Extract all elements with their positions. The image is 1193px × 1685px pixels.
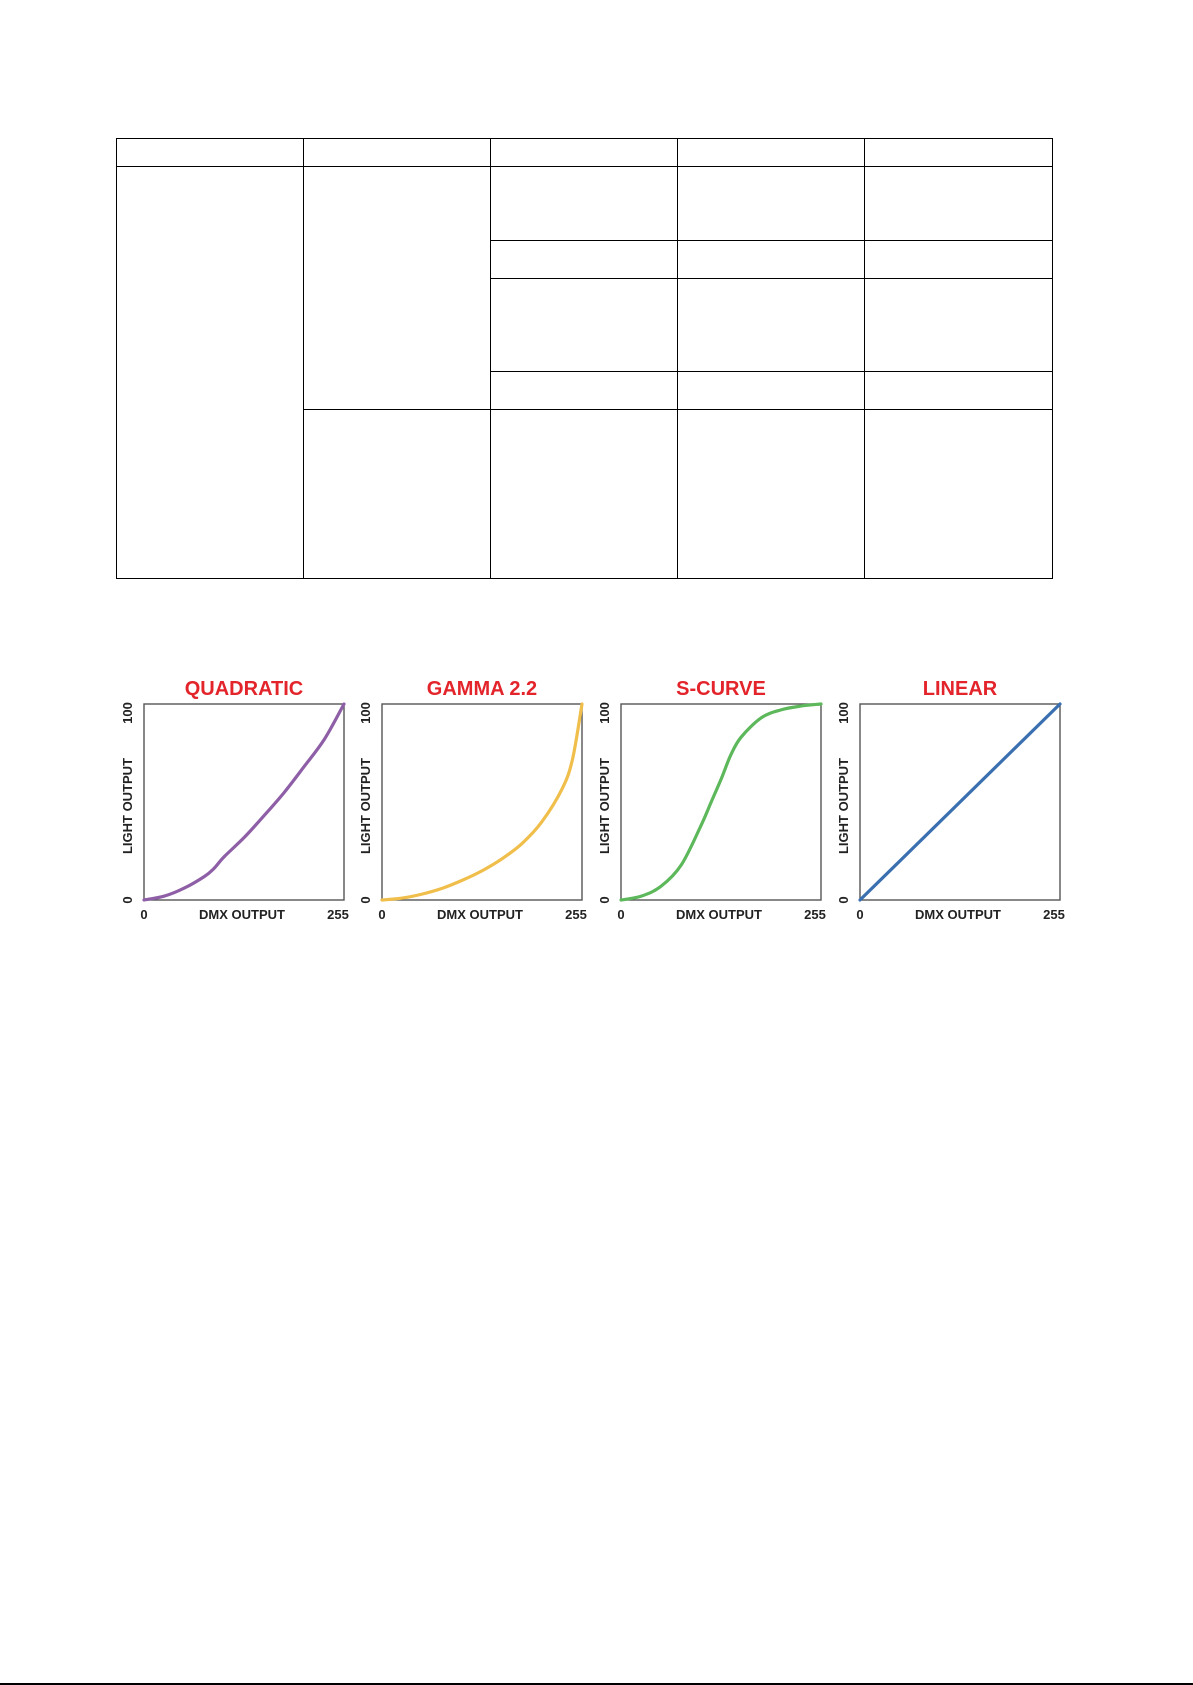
y-tick-label: 0 xyxy=(836,896,851,903)
table-cell xyxy=(677,138,865,167)
chart-title: GAMMA 2.2 xyxy=(427,678,537,700)
x-axis-label: DMX OUTPUT xyxy=(199,907,285,922)
y-axis-label: LIGHT OUTPUT xyxy=(836,758,851,854)
chart-gamma-2-2: GAMMA 2.2 0 255 DMX OUTPUT 0 100 LIGHT OUTPUT xyxy=(358,678,587,922)
chart-s-curve: S-CURVE 0 255 DMX OUTPUT 0 100 LIGHT OUTPUT xyxy=(597,678,826,922)
x-axis-label: DMX OUTPUT xyxy=(915,907,1001,922)
table-cell xyxy=(490,166,678,241)
table-row xyxy=(117,409,1053,579)
chart-title: S-CURVE xyxy=(676,678,766,700)
table-header-row xyxy=(116,138,1053,167)
x-tick-label: 0 xyxy=(140,907,147,922)
table-cell xyxy=(864,409,1053,579)
table-cell xyxy=(677,240,865,279)
table-cell xyxy=(677,278,865,372)
series-line xyxy=(380,702,584,902)
x-tick-label: 0 xyxy=(856,907,863,922)
table-cell xyxy=(303,409,491,579)
y-axis-label: LIGHT OUTPUT xyxy=(358,758,373,854)
table-cell xyxy=(864,278,1053,372)
table-cell xyxy=(303,166,491,410)
x-tick-label: 255 xyxy=(804,907,826,922)
y-tick-label: 0 xyxy=(597,896,612,903)
y-tick-label: 0 xyxy=(358,896,373,903)
y-tick-label: 100 xyxy=(597,702,612,724)
series-line xyxy=(619,702,823,902)
spec-table xyxy=(116,138,1053,579)
table-cell xyxy=(303,138,491,167)
x-tick-label: 0 xyxy=(617,907,624,922)
table-cell xyxy=(864,371,1053,410)
series-line xyxy=(858,702,1062,902)
x-tick-label: 255 xyxy=(565,907,587,922)
table-cell xyxy=(864,138,1053,167)
y-tick-label: 100 xyxy=(120,702,135,724)
table-cell xyxy=(864,240,1053,279)
x-tick-label: 255 xyxy=(327,907,349,922)
y-tick-label: 100 xyxy=(836,702,851,724)
x-tick-label: 0 xyxy=(378,907,385,922)
table-cell xyxy=(677,371,865,410)
table-cell xyxy=(490,240,678,279)
x-axis-label: DMX OUTPUT xyxy=(676,907,762,922)
y-tick-label: 100 xyxy=(358,702,373,724)
y-tick-label: 0 xyxy=(120,896,135,903)
plot-frame xyxy=(381,703,583,901)
table-cell xyxy=(116,138,304,167)
chart-quadratic: QUADRATIC 0 255 DMX OUTPUT 0 100 LIGHT OUTPUT xyxy=(120,678,349,922)
table-cell xyxy=(677,409,865,579)
table-row xyxy=(116,166,1053,579)
table-cell xyxy=(490,409,678,579)
table-cell xyxy=(116,166,304,579)
table-row xyxy=(117,371,1053,410)
table-cell xyxy=(677,166,865,241)
table-cell xyxy=(490,278,678,372)
series-line xyxy=(142,702,346,902)
chart-linear: LINEAR 0 255 DMX OUTPUT 0 100 LIGHT OUTPUT xyxy=(836,678,1065,922)
plot-frame xyxy=(859,703,1061,901)
chart-title: QUADRATIC xyxy=(185,678,304,700)
x-tick-label: 255 xyxy=(1043,907,1065,922)
y-axis-label: LIGHT OUTPUT xyxy=(597,758,612,854)
chart-title: LINEAR xyxy=(923,678,998,700)
table-cell xyxy=(864,166,1053,241)
x-axis-label: DMX OUTPUT xyxy=(437,907,523,922)
table-cell xyxy=(490,138,678,167)
plot-frame xyxy=(143,703,345,901)
plot-frame xyxy=(620,703,822,901)
page-bottom-rule xyxy=(0,1683,1193,1685)
table-cell xyxy=(490,371,678,410)
y-axis-label: LIGHT OUTPUT xyxy=(120,758,135,854)
